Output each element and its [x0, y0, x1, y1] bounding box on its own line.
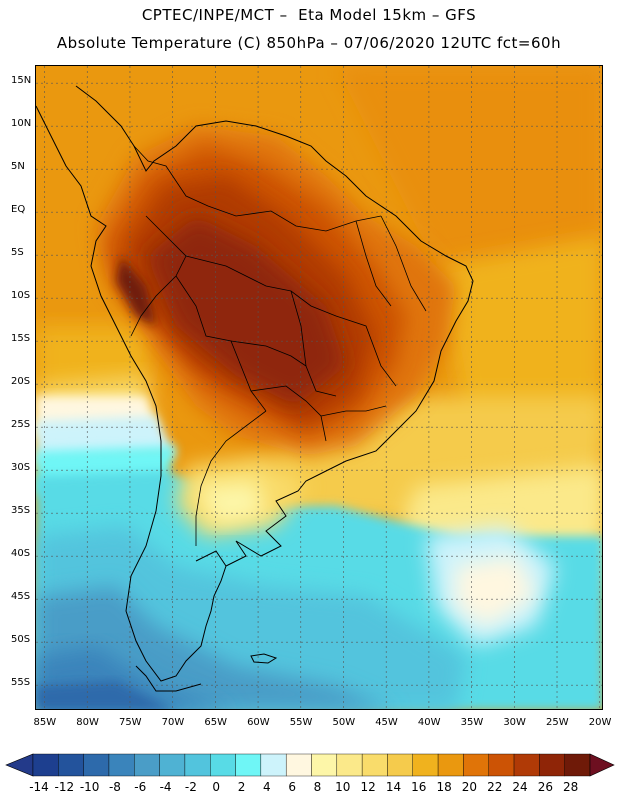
latitude-label: 25S — [11, 419, 31, 431]
colorbar-swatch — [513, 753, 540, 777]
colorbar-swatch — [108, 753, 135, 777]
latitude-label: 5N — [11, 161, 25, 173]
colorbar-low-arrow — [5, 753, 34, 777]
colorbar-swatch — [539, 753, 565, 777]
colorbar-swatch — [260, 753, 287, 777]
colorbar-swatch — [134, 753, 160, 777]
longitude-label: 70W — [161, 717, 185, 728]
colorbar-swatch — [564, 753, 591, 777]
longitude-label: 55W — [289, 717, 313, 728]
title-line-1: CPTEC/INPE/MCT – Eta Model 15km – GFS — [141, 6, 477, 24]
colorbar-label: 24 — [512, 780, 528, 794]
colorbar-swatch — [210, 753, 236, 777]
colorbar-label: 10 — [335, 780, 351, 794]
latitude-label: EQ — [11, 204, 26, 216]
latitude-label: 40S — [11, 548, 31, 560]
temperature-field — [36, 66, 602, 709]
latitude-label: 55S — [11, 677, 31, 689]
longitude-label: 85W — [33, 717, 57, 728]
colorbar-label: 22 — [487, 780, 503, 794]
longitude-label: 65W — [204, 717, 227, 728]
colorbar-swatch — [311, 753, 338, 777]
latitude-label: 15N — [11, 75, 32, 87]
longitude-label: 75W — [118, 717, 142, 728]
coastlines — [36, 85, 474, 692]
colorbar-label: -6 — [134, 780, 147, 794]
colorbar-label: -2 — [184, 780, 197, 794]
longitude-label: 50W — [332, 717, 356, 728]
colorbar-label: 2 — [237, 780, 246, 794]
longitude-label: 20W — [588, 717, 612, 728]
latitude-label: 15S — [11, 333, 31, 345]
colorbar-label: -14 — [29, 780, 49, 794]
longitude-label: 25W — [546, 717, 569, 728]
longitude-label: 60W — [247, 717, 270, 728]
longitude-label: 80W — [76, 717, 99, 728]
longitude-label: 45W — [375, 717, 398, 728]
colorbar-swatch — [285, 753, 312, 777]
colorbar-swatch — [488, 753, 515, 777]
colorbar-swatch — [184, 753, 211, 777]
latitude-label: 10S — [11, 290, 31, 302]
latitude-label: 35S — [11, 505, 31, 517]
colorbar-swatch — [437, 753, 464, 777]
colorbar-swatch — [235, 753, 262, 777]
colorbar-label: 0 — [212, 780, 221, 794]
temperature-map — [35, 65, 603, 710]
title-line-2: Absolute Temperature (C) 850hPa – 07/06/… — [56, 34, 562, 52]
colorbar-label: 14 — [385, 780, 402, 794]
colorbar-label: 28 — [563, 780, 579, 794]
longitude-label: 40W — [417, 717, 441, 728]
colorbar-swatch — [387, 753, 413, 777]
colorbar-label: -12 — [54, 780, 75, 794]
colorbar-label: 6 — [288, 780, 296, 794]
colorbar-label: 20 — [461, 780, 478, 794]
colorbar-label: -10 — [79, 780, 100, 794]
colorbar-label: 26 — [537, 780, 553, 794]
colorbar-label: -4 — [159, 780, 172, 794]
colorbar-label: 16 — [411, 780, 427, 794]
latitude-label: 45S — [11, 591, 31, 603]
colorbar-swatch — [83, 753, 110, 777]
colorbar-swatch — [336, 753, 363, 777]
colorbar-swatch — [58, 753, 84, 777]
colorbar-swatch — [361, 753, 388, 777]
latitude-label: 30S — [11, 462, 31, 474]
colorbar-label: 12 — [360, 780, 376, 794]
colorbar-label: 4 — [263, 780, 271, 794]
colorbar: -14 -12 -10 -8 -6 -4 -2 0 2 4 6 8 10 12 14 16 18 20 22 24 26… — [0, 748, 618, 798]
colorbar-swatch — [32, 753, 59, 777]
political-boundaries — [130, 145, 427, 546]
colorbar-label: 8 — [313, 780, 322, 794]
colorbar-swatch — [412, 753, 439, 777]
longitude-label: 35W — [460, 717, 484, 728]
latitude-label: 10N — [11, 118, 32, 130]
colorbar-label: 18 — [436, 780, 452, 794]
colorbar-label: -8 — [108, 780, 121, 794]
colorbar-high-arrow — [589, 753, 615, 777]
latitude-label: 5S — [11, 247, 24, 259]
latitude-label: 20S — [11, 376, 31, 388]
colorbar-swatch — [159, 753, 186, 777]
latitude-label: 50S — [11, 634, 31, 646]
colorbar-swatch — [463, 753, 489, 777]
longitude-label: 30W — [503, 717, 526, 728]
